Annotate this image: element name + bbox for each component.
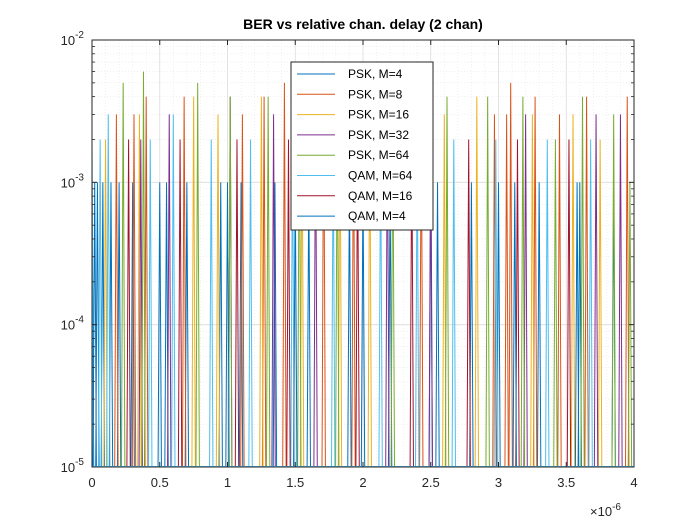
series-spike [588, 139, 593, 468]
series-spike [248, 139, 253, 468]
series-spike [545, 139, 550, 468]
legend-label: QAM, M=64 [348, 169, 413, 183]
chart-title: BER vs relative chan. delay (2 chan) [243, 16, 483, 32]
series-spike [265, 96, 271, 468]
series-spike [177, 139, 183, 468]
series-spike [597, 139, 603, 468]
legend-box [290, 61, 434, 231]
y-tick-label: 10-5 [61, 457, 85, 475]
x-exponent-label: ×10-6 [590, 502, 621, 519]
series-spike [272, 182, 278, 468]
x-tick-label: 1 [224, 475, 231, 490]
x-tick-label: 2 [359, 475, 366, 490]
series-spike [191, 96, 196, 468]
series-spike [451, 139, 456, 468]
series-6 [126, 139, 572, 468]
series-spike [234, 139, 240, 468]
x-tick-label: 3.5 [557, 475, 575, 490]
y-tick-label: 10-4 [61, 315, 85, 333]
x-exponent-base: ×10 [590, 504, 612, 519]
x-tick-label: 0 [88, 475, 95, 490]
legend-label: PSK, M=16 [348, 108, 409, 122]
series-layer [91, 71, 634, 468]
series-spike [240, 114, 245, 468]
series-spike [474, 96, 480, 468]
series-spike [120, 82, 126, 468]
x-tick-label: 0.5 [151, 475, 169, 490]
series-spike [157, 182, 162, 468]
series-spike [584, 96, 589, 468]
y-tick-label: 10-3 [61, 172, 85, 190]
series-spike [181, 96, 187, 468]
series-spike [195, 82, 200, 468]
series-spike [466, 139, 471, 468]
series-spike [97, 139, 103, 468]
series-spike [580, 96, 585, 468]
y-tick-label: 10-2 [61, 30, 85, 48]
series-spike [171, 114, 176, 468]
x-tick-labels: 0 0.5 1 1.5 2 2.5 3 3.5 4 [88, 475, 637, 490]
series-spike [536, 182, 542, 468]
legend-label: QAM, M=4 [348, 209, 406, 223]
legend-label: PSK, M=4 [348, 67, 403, 81]
series-spike [286, 139, 291, 468]
legend-label: PSK, M=8 [348, 87, 403, 101]
series-spike [106, 114, 111, 468]
legend-label: QAM, M=16 [348, 189, 413, 203]
series-spike [553, 139, 558, 468]
series-spike [126, 139, 131, 468]
series-spike [114, 114, 119, 468]
series-spike [618, 114, 623, 468]
series-spike [215, 114, 221, 468]
series-spike [570, 114, 576, 468]
x-tick-label: 3 [495, 475, 502, 490]
series-spike [508, 82, 513, 468]
series-spike [137, 114, 142, 468]
series-spike [530, 114, 535, 468]
y-tick-labels: 10-5 10-4 10-3 10-2 [61, 30, 85, 475]
x-tick-label: 1.5 [286, 475, 304, 490]
series-spike [625, 96, 630, 468]
series-spike [574, 182, 580, 468]
series-spike [131, 114, 137, 468]
series-spike [141, 71, 146, 468]
series-spike [148, 139, 153, 468]
series-spike [504, 114, 509, 468]
x-tick-label: 4 [630, 475, 637, 490]
series-spike [435, 182, 440, 468]
series-spike [259, 96, 264, 468]
series-spike [444, 96, 450, 468]
legend-label: PSK, M=64 [348, 148, 409, 162]
series-spike [512, 182, 517, 468]
series-spike [238, 182, 244, 468]
series-spike [593, 114, 599, 468]
series-spike [493, 139, 498, 468]
x-tick-label: 2.5 [422, 475, 440, 490]
series-spike [515, 139, 520, 468]
series-spike [271, 114, 276, 468]
series-spike [167, 114, 172, 468]
legend-label: PSK, M=32 [348, 128, 409, 142]
series-spike [282, 82, 287, 468]
series-spike [228, 96, 233, 468]
series-1 [114, 82, 630, 468]
series-spike [566, 139, 572, 468]
series-spike [485, 96, 490, 468]
legend: PSK, M=4 PSK, M=8 PSK, M=16 PSK, M=32 PSK, M… [290, 61, 434, 231]
axis-ticks [91, 39, 635, 468]
series-spike [557, 114, 562, 468]
series-spike [130, 182, 135, 468]
series-spike [492, 114, 497, 468]
series-4 [120, 71, 633, 468]
series-spike [225, 182, 230, 468]
series-spike [611, 114, 616, 468]
series-spike [209, 139, 214, 468]
series-spike [520, 96, 526, 468]
x-exponent-power: -6 [612, 502, 621, 513]
